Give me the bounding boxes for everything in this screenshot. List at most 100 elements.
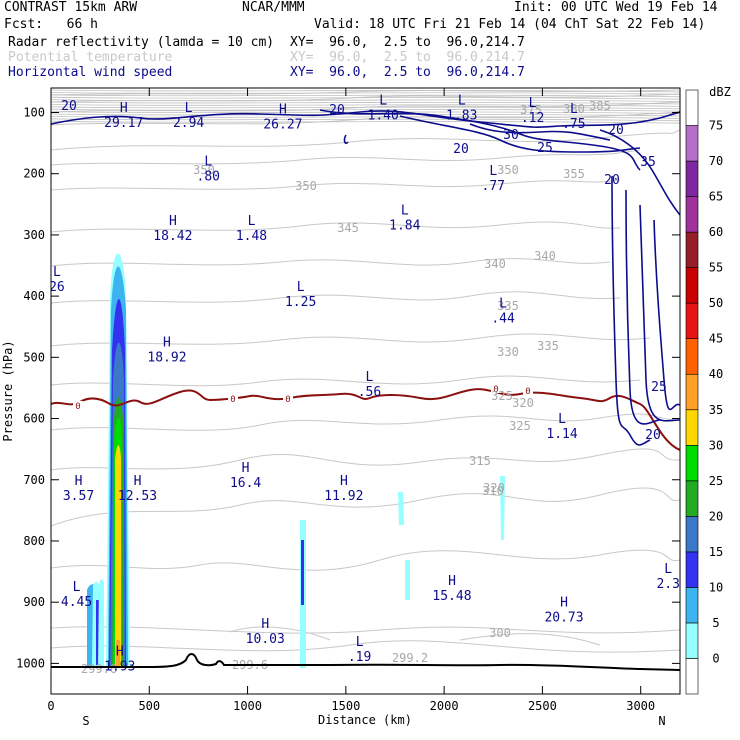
theta-contour-12	[51, 179, 621, 191]
extremum-letter: L	[297, 280, 305, 295]
extremum-value: 10.03	[246, 632, 285, 647]
extremum-letter: H	[242, 461, 250, 476]
colorbar-swatch-9	[685, 338, 699, 375]
forecast-hour: Fcst: 66 h	[4, 17, 98, 32]
extremum-value: 18.42	[153, 229, 192, 244]
colorbar-level-label-1: 5	[712, 616, 719, 630]
theta-contour-label-19: 355	[563, 167, 585, 181]
colorbar-swatch-7	[685, 409, 699, 446]
theta-contour-label-11: 335	[537, 339, 559, 353]
reflectivity-cell-10	[116, 640, 120, 666]
theta-stratosphere-line-12	[51, 118, 680, 122]
x-tick-label-1: 500	[138, 699, 160, 713]
theta-stratosphere-line-5	[51, 101, 680, 105]
theta-contour-1	[51, 626, 680, 634]
extremum-value: 26	[49, 280, 65, 295]
freezing-label-bg-3	[491, 384, 501, 393]
wind-contour-0	[51, 110, 680, 128]
field-name-wind: Horizontal wind speed	[8, 65, 173, 80]
colorbar-swatch-13	[685, 196, 699, 233]
model-title: CONTRAST 15km ARW	[4, 0, 138, 15]
wind-contour-label-5: 20	[604, 173, 620, 188]
wind-contour-label-4: 25	[537, 141, 553, 156]
extremum-low-27: L.19	[348, 635, 371, 665]
reflectivity-cell-15	[405, 560, 410, 600]
extremum-value: .77	[482, 179, 505, 194]
freezing-label-bg-1	[228, 394, 238, 403]
extremum-letter: H	[163, 335, 171, 350]
theta-stratosphere-line-0	[51, 89, 680, 93]
colorbar-swatch-1	[685, 622, 699, 659]
theta-contour-label-3: 299.6	[81, 662, 117, 676]
reflectivity-cell-11	[98, 579, 104, 668]
extremum-value: 15.48	[432, 589, 471, 604]
extremum-letter: L	[558, 412, 566, 427]
extremum-high-15: H18.92	[147, 335, 186, 365]
extremum-high-20: H12.53	[118, 474, 157, 504]
plot-area: 0 0 0 0 0 20 20 20 30 25 20 20 35 25 20 300 299.6 299.2 29…	[49, 89, 680, 676]
extremum-value: 1.25	[285, 295, 316, 310]
extremum-letter: L	[401, 204, 409, 219]
extremum-low-9: L1.84	[389, 204, 420, 234]
theta-contour-8	[51, 333, 651, 347]
field-xy-theta: XY= 96.0, 2.5 to 96.0,214.7	[290, 50, 525, 65]
theta-contour-14	[51, 129, 680, 151]
plot-header: CONTRAST 15km ARW NCAR/MMM Init: 00 UTC …	[0, 0, 740, 88]
theta-contour-3	[51, 549, 680, 571]
init-time: Init: 00 UTC Wed 19 Feb 14	[514, 0, 718, 15]
extremum-low-7: L.80	[197, 155, 220, 185]
theta-stratosphere-line-13	[51, 120, 680, 124]
y-tick-label-9: 1000	[16, 656, 45, 670]
extremum-letter: H	[134, 474, 142, 489]
freezing-level-label-1: 0	[230, 395, 235, 405]
wind-contour-label-0: 20	[61, 99, 77, 114]
extremum-low-25: L2.3	[656, 562, 679, 592]
theta-contour-label-20: 375	[520, 103, 542, 117]
extremum-value: 1.84	[389, 219, 420, 234]
freezing-level-label-2: 0	[285, 395, 290, 405]
extremum-letter: H	[448, 574, 456, 589]
extremum-value: 4.45	[61, 595, 92, 610]
wind-contour-4	[599, 129, 680, 216]
extremum-low-17: L1.14	[546, 412, 577, 442]
theta-contour-label-15: 345	[337, 221, 359, 235]
extremum-low-6: L.75	[562, 102, 585, 132]
colorbar: 0 5 10 15 20 25 30 35 40 45 50 55 60 65 70 75 dBZ	[685, 85, 731, 695]
theta-contour-label-6: 320	[512, 396, 534, 410]
y-tick-label-1: 200	[23, 167, 45, 181]
x-tick-label-3: 1500	[331, 699, 360, 713]
extremum-letter: L	[499, 297, 507, 312]
theta-stratosphere-line-1	[51, 92, 680, 95]
extremum-high-26: H10.03	[246, 617, 285, 647]
freezing-level-label-3: 0	[493, 385, 498, 395]
colorbar-swatch-15	[685, 125, 699, 162]
theta-contour-label-7: 320	[483, 481, 505, 495]
extremum-value: 29.17	[104, 116, 143, 131]
freezing-level-line	[51, 388, 680, 451]
colorbar-level-label-15: 75	[709, 119, 723, 133]
theta-contour-6	[51, 413, 680, 431]
wind-contour-label-2: 20	[453, 142, 469, 157]
wind-contour-label-9: 20	[645, 428, 661, 443]
colorbar-swatch-8	[685, 373, 699, 411]
extremum-letter: H	[120, 101, 128, 116]
theta-contour-label-12: 335	[497, 299, 519, 313]
field-name-reflectivity: Radar reflectivity (lamda = 10 cm)	[8, 35, 275, 50]
wind-contour-label-8: 25	[651, 380, 667, 395]
reflectivity-cell-13	[301, 540, 304, 605]
reflectivity-cell-14	[398, 492, 404, 525]
theta-stratosphere-line-4	[51, 99, 680, 102]
wind-contour-8	[653, 219, 680, 411]
extremum-value: 26.27	[263, 118, 302, 133]
extremum-letter: H	[340, 474, 348, 489]
extremum-value: 18.92	[147, 350, 186, 365]
extremum-high-23: H15.48	[432, 574, 471, 604]
extremum-letter: L	[73, 580, 81, 595]
extremum-letter: H	[169, 214, 177, 229]
theta-contour-label-5: 315	[469, 454, 491, 468]
extremum-letter: H	[279, 103, 287, 118]
reflectivity-cell-9	[115, 445, 121, 668]
extremum-value: .56	[358, 385, 381, 400]
theta-contour-label-9: 325	[491, 389, 513, 403]
